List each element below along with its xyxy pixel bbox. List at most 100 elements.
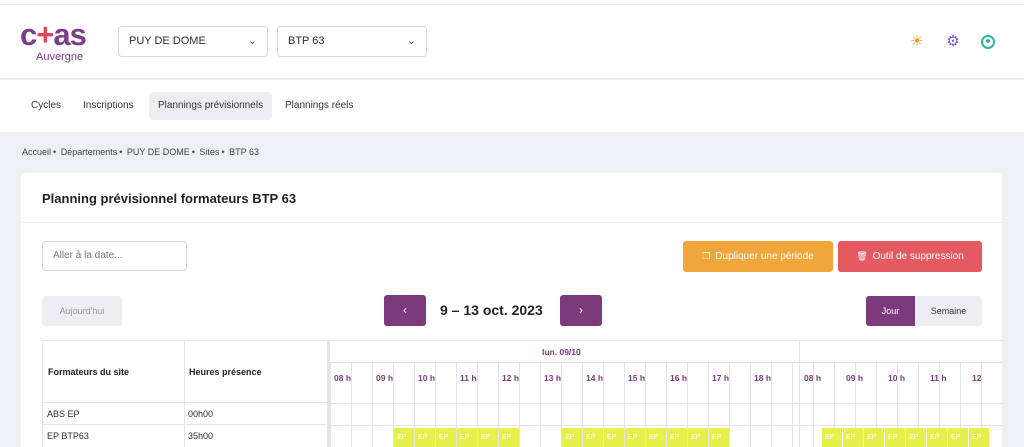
breadcrumb-item-sites[interactable]: Sites	[199, 147, 220, 157]
logo-letter-c: c	[20, 17, 37, 52]
planning-slot-am-5[interactable]: EP	[499, 428, 519, 447]
table-header: Formateurs du site Heures présence	[42, 340, 328, 402]
copy-icon: ❐	[702, 251, 711, 261]
table-edge	[42, 340, 43, 447]
column-header-heures: Heures présence	[189, 367, 262, 377]
planning-slot-d2-4[interactable]: EP	[906, 428, 926, 447]
goto-date-input[interactable]: Aller à la date...	[42, 241, 187, 271]
grid-line	[561, 363, 562, 447]
planning-slot-d2-5[interactable]: EP	[927, 428, 947, 447]
table-row[interactable]: EP BTP63 35h00	[42, 424, 328, 446]
hour-label-d1-1: 09 h	[376, 373, 394, 383]
breadcrumb: Accueil • Départements • PUY DE DOME • Site…	[22, 147, 261, 157]
page-title: Planning prévisionnel formateurs BTP 63	[42, 191, 297, 206]
cfas-logo[interactable]: c+as Auvergne	[20, 19, 102, 65]
planning-slot-am-0[interactable]: EP	[394, 428, 414, 447]
grid-line	[771, 363, 772, 447]
next-period-button[interactable]: ›	[560, 295, 602, 326]
breadcrumb-item-departements[interactable]: Départements	[60, 147, 118, 157]
planning-slot-am-3[interactable]: EP	[457, 428, 477, 447]
grid-line	[498, 363, 499, 447]
grid-line	[624, 363, 625, 447]
planning-slot-pm-1[interactable]: EP	[583, 428, 603, 447]
tab-plannings-previsionnels[interactable]: Plannings prévisionnels	[149, 92, 273, 120]
site-select-value: BTP 63	[288, 35, 325, 47]
timeline-date-row: lun. 09/10	[330, 341, 1002, 363]
breadcrumb-item-accueil[interactable]: Accueil	[22, 147, 52, 157]
duplicate-period-button[interactable]: ❐ Dupliquer une période	[683, 241, 833, 272]
logo-plus: +	[36, 17, 54, 52]
grid-line	[897, 363, 898, 447]
date-range-label: 9 – 13 oct. 2023	[440, 302, 543, 318]
delete-tool-button[interactable]: 🗑 Outil de suppression	[838, 241, 982, 272]
planning-slot-pm-6[interactable]: EP	[688, 428, 708, 447]
tab-inscriptions[interactable]: Inscriptions	[83, 100, 134, 111]
view-week-button[interactable]: Semaine	[915, 296, 982, 326]
planning-slot-d2-0[interactable]: EP	[822, 428, 842, 447]
duplicate-period-label: Dupliquer une période	[715, 251, 814, 262]
hour-label-d1-6: 14 h	[586, 373, 604, 383]
prev-period-button[interactable]: ‹	[384, 295, 426, 326]
pane-splitter[interactable]	[327, 340, 330, 447]
gear-icon[interactable]: ⚙	[946, 33, 960, 50]
grid-line	[645, 363, 646, 447]
hour-label-d1-3: 11 h	[460, 373, 477, 383]
grid-line	[582, 363, 583, 447]
top-strip	[0, 0, 1024, 5]
planning-slot-pm-7[interactable]: EP	[709, 428, 729, 447]
row-line	[330, 425, 1002, 426]
grid-line	[708, 363, 709, 447]
sun-icon[interactable]: ☀	[910, 33, 924, 50]
hour-label-d1-10: 18 h	[754, 373, 772, 383]
planning-grid: Formateurs du site Heures présence ABS E…	[42, 340, 1002, 447]
breadcrumb-separator: •	[191, 147, 195, 157]
hour-label-d2-2: 10 h	[888, 373, 906, 383]
grid-line	[477, 363, 478, 447]
planning-slot-pm-5[interactable]: EP	[667, 428, 687, 447]
planning-slot-d2-1[interactable]: EP	[843, 428, 863, 447]
hour-label-d1-2: 10 h	[418, 373, 436, 383]
view-day-button[interactable]: Jour	[866, 296, 915, 326]
hour-label-d2-0: 08 h	[804, 373, 822, 383]
planning-slot-d2-2[interactable]: EP	[864, 428, 884, 447]
logo-region: Auvergne	[36, 51, 84, 63]
planning-slot-pm-4[interactable]: EP	[646, 428, 666, 447]
planning-slot-pm-3[interactable]: EP	[625, 428, 645, 447]
planning-slot-am-1[interactable]: EP	[415, 428, 435, 447]
planning-slot-pm-0[interactable]: EP	[562, 428, 582, 447]
planning-card: Planning prévisionnel formateurs BTP 63 …	[21, 173, 1002, 447]
planning-slot-am-2[interactable]: EP	[436, 428, 456, 447]
hour-label-d2-1: 09 h	[846, 373, 864, 383]
grid-line	[393, 363, 394, 447]
breadcrumb-item-site: BTP 63	[229, 147, 259, 157]
grid-line	[666, 363, 667, 447]
planning-slot-d2-3[interactable]: EP	[885, 428, 905, 447]
tab-cycles[interactable]: Cycles	[31, 100, 62, 111]
breadcrumb-separator: •	[221, 147, 225, 157]
app-header: c+as Auvergne PUY DE DOME ⌄ BTP 63 ⌄ ☀ ⚙	[0, 5, 1024, 79]
department-select[interactable]: PUY DE DOME ⌄	[118, 26, 268, 57]
logo-letters-as: as	[53, 17, 86, 52]
planning-slot-d2-7[interactable]: EP	[969, 428, 989, 447]
grid-line	[876, 363, 877, 447]
site-select[interactable]: BTP 63 ⌄	[277, 26, 427, 57]
logo-word: c+as	[20, 17, 87, 52]
hour-label-d2-4: 12	[972, 373, 982, 383]
chevron-right-icon: ›	[579, 303, 583, 317]
day-label: lun. 09/10	[542, 347, 581, 357]
hour-label-d1-8: 16 h	[670, 373, 688, 383]
planning-slot-d2-6[interactable]: EP	[948, 428, 968, 447]
table-row[interactable]: ABS EP 00h00	[42, 402, 328, 424]
grid-line	[792, 363, 793, 447]
divider	[21, 222, 1002, 223]
today-button[interactable]: Aujourd'hui	[42, 296, 122, 326]
user-icon[interactable]	[980, 34, 996, 50]
formateur-hours: 00h00	[188, 409, 214, 419]
grid-line	[540, 363, 541, 447]
chevron-left-icon: ‹	[403, 303, 407, 317]
planning-slot-pm-2[interactable]: EP	[604, 428, 624, 447]
breadcrumb-item-department[interactable]: PUY DE DOME	[126, 147, 190, 157]
planning-slot-am-4[interactable]: EP	[478, 428, 498, 447]
grid-line	[435, 363, 436, 447]
tab-plannings-reels[interactable]: Plannings réels	[285, 100, 354, 111]
